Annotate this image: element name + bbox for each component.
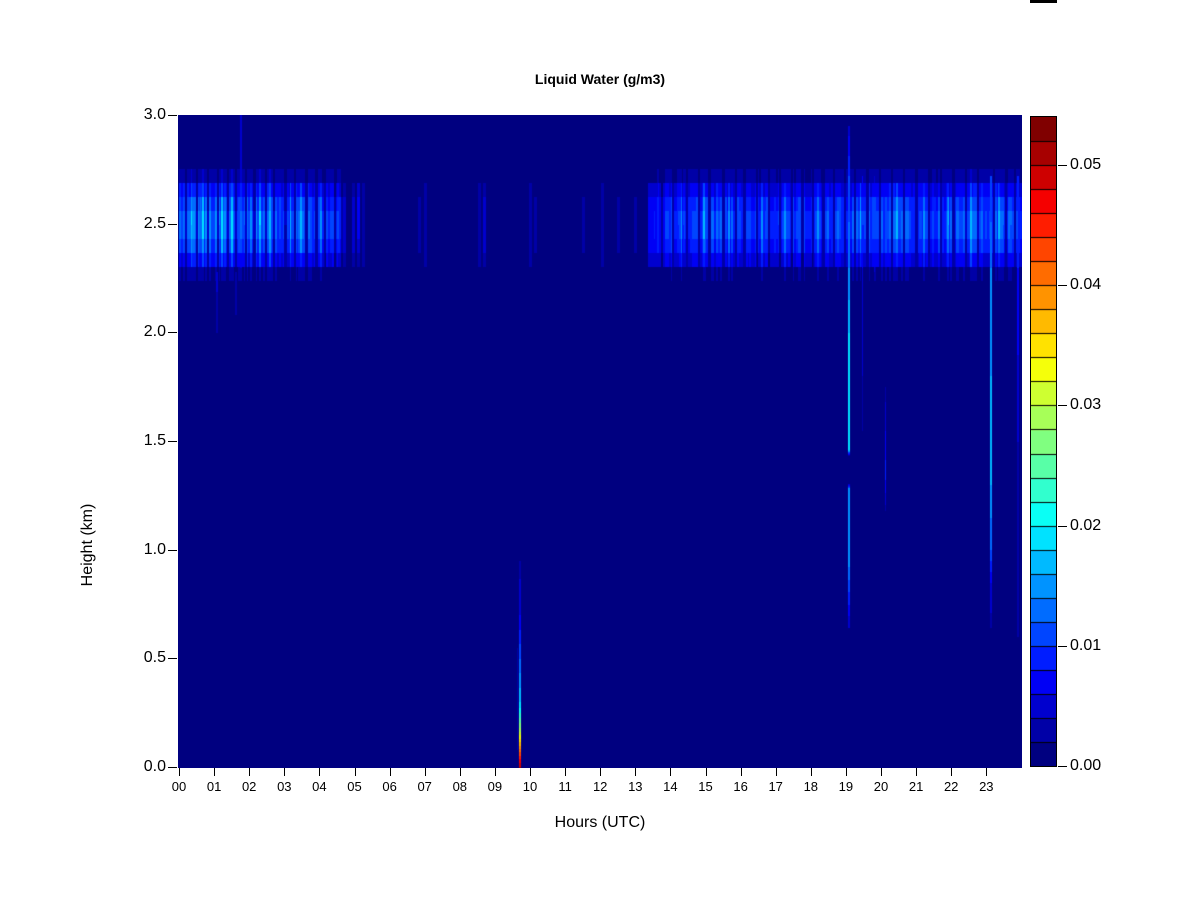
x-axis-label: Hours (UTC) — [554, 814, 646, 831]
colorbar-tick-mark — [1058, 405, 1067, 407]
colorbar-tick-label: 0.03 — [1070, 396, 1102, 414]
x-tick-mark — [810, 768, 812, 776]
x-tick-label: 16 — [733, 779, 748, 794]
x-tick-label: 21 — [908, 779, 924, 794]
colorbar — [1030, 116, 1057, 767]
x-tick-mark — [600, 768, 602, 776]
y-tick-mark — [168, 223, 177, 225]
x-tick-label: 01 — [206, 779, 222, 794]
x-tick-label: 19 — [838, 779, 854, 794]
x-tick-mark — [916, 768, 918, 776]
x-tick-label: 13 — [628, 779, 643, 794]
colorbar-tick-label: 0.01 — [1070, 636, 1102, 654]
y-tick-label: 1.5 — [143, 432, 166, 449]
x-tick-mark — [494, 768, 496, 776]
x-tick-label: 23 — [979, 779, 994, 794]
x-tick-label: 14 — [663, 779, 678, 794]
x-tick-label: 11 — [558, 779, 572, 794]
x-tick-mark — [459, 768, 461, 776]
y-tick-mark — [168, 441, 177, 442]
colorbar-tick-mark — [1058, 645, 1067, 647]
x-tick-mark — [670, 768, 672, 776]
y-tick-mark — [168, 332, 177, 334]
colorbar-tick-mark — [1058, 285, 1067, 287]
x-tick-label: 09 — [487, 779, 503, 794]
colorbar-tick-mark — [1058, 766, 1067, 767]
x-tick-label: 04 — [312, 779, 327, 794]
x-tick-mark — [319, 768, 321, 776]
y-tick-label: 3.0 — [143, 106, 166, 123]
x-tick-label: 20 — [873, 779, 889, 794]
x-tick-label: 10 — [522, 779, 538, 794]
x-tick-mark — [284, 768, 286, 776]
y-tick-label: 0.5 — [143, 649, 166, 667]
x-tick-mark — [179, 768, 180, 776]
x-tick-mark — [740, 768, 742, 776]
y-tick-mark — [168, 658, 177, 660]
x-tick-label: 07 — [417, 779, 432, 794]
colorbar-tick-mark — [1058, 165, 1067, 167]
x-tick-label: 02 — [241, 779, 257, 794]
x-tick-mark — [705, 768, 707, 776]
colorbar-tick-mark — [1058, 525, 1067, 527]
x-tick-mark — [635, 768, 637, 776]
x-tick-mark — [565, 768, 567, 776]
colorbar-tick-label: 0.04 — [1070, 276, 1102, 294]
y-tick-mark — [168, 767, 177, 768]
y-tick-mark — [168, 115, 177, 116]
heatmap-canvas — [178, 115, 1022, 768]
y-tick-label: 0.0 — [143, 758, 166, 775]
colorbar-tick-label: 0.05 — [1070, 156, 1102, 174]
x-tick-mark — [424, 768, 426, 776]
x-tick-label: 18 — [803, 779, 819, 794]
x-tick-mark — [249, 768, 251, 776]
x-tick-label: 05 — [347, 779, 362, 794]
x-tick-mark — [881, 768, 882, 776]
x-tick-mark — [845, 768, 847, 776]
x-tick-label: 22 — [943, 779, 959, 794]
x-tick-mark — [389, 768, 391, 776]
x-tick-label: 06 — [382, 779, 397, 794]
x-tick-mark — [986, 768, 988, 776]
y-axis-label: Height (km) — [79, 503, 96, 587]
chart-title: Liquid Water (g/m3) — [534, 71, 666, 87]
colorbar-tick-label: 0.00 — [1070, 757, 1102, 774]
y-tick-label: 2.5 — [143, 214, 166, 232]
x-tick-mark — [530, 768, 531, 776]
x-tick-label: 08 — [452, 779, 468, 794]
x-tick-label: 15 — [698, 779, 713, 794]
x-tick-mark — [951, 768, 953, 776]
colorbar-tick-label: 0.02 — [1070, 516, 1102, 534]
x-tick-mark — [354, 768, 356, 776]
x-tick-label: 12 — [592, 779, 608, 794]
x-tick-label: 00 — [171, 779, 187, 794]
y-tick-mark — [168, 549, 177, 551]
x-tick-mark — [214, 768, 216, 776]
y-tick-label: 1.0 — [143, 540, 166, 558]
x-tick-label: 03 — [277, 779, 292, 794]
x-tick-label: 17 — [768, 779, 783, 794]
x-tick-mark — [775, 768, 777, 776]
window-artifact — [1030, 0, 1057, 3]
y-tick-label: 2.0 — [143, 323, 166, 341]
